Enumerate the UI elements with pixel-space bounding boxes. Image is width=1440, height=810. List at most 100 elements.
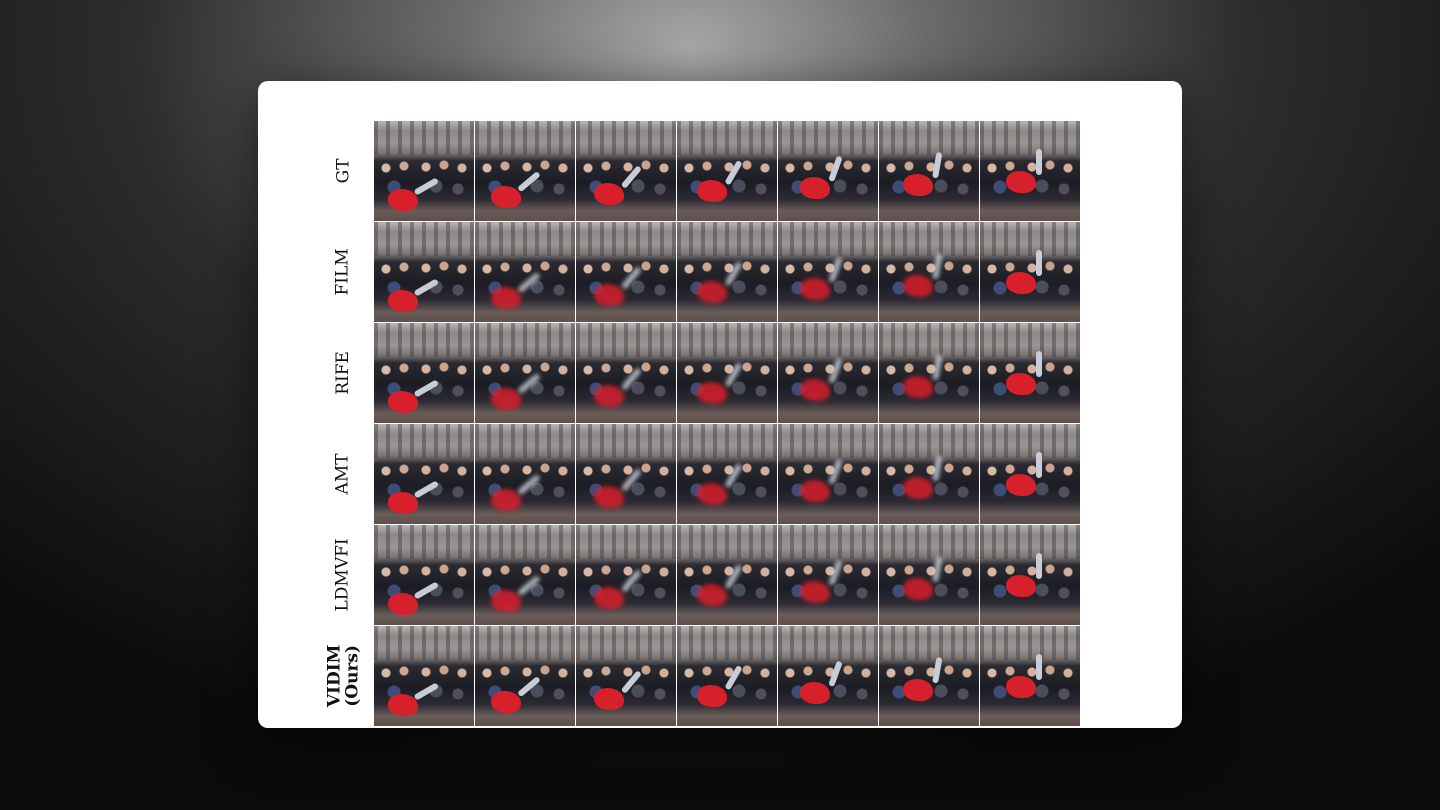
dancer-figure (903, 578, 933, 600)
dancer-leg (413, 581, 440, 600)
row-label: LDMVFI (324, 525, 364, 625)
dancer-figure (491, 186, 521, 208)
dancer-figure (491, 287, 521, 309)
dancer-figure (388, 391, 418, 413)
video-frame (576, 525, 676, 625)
row-label: RIFE (324, 323, 364, 423)
dancer-leg (724, 260, 743, 287)
video-frame (778, 626, 878, 726)
dancer-leg (413, 278, 440, 297)
dancer-leg (620, 266, 643, 290)
dancer-figure (388, 189, 418, 211)
dancer-leg (724, 664, 743, 691)
video-frame (980, 424, 1080, 524)
video-frame (374, 525, 474, 625)
dancer-figure (903, 477, 933, 499)
dancer-leg (620, 569, 643, 593)
row-label: GT (324, 121, 364, 221)
row-label-text: VIDIM (Ours) (324, 644, 362, 708)
dancer-figure (1006, 272, 1036, 294)
dancer-leg (828, 155, 843, 183)
dancer-figure (1006, 373, 1036, 395)
video-frame (879, 222, 979, 322)
dancer-leg (724, 563, 743, 590)
video-frame (879, 626, 979, 726)
dancer-figure (697, 180, 727, 202)
video-frame (374, 626, 474, 726)
video-frame (576, 222, 676, 322)
row-label-text: RIFE (333, 351, 354, 395)
video-frame (778, 121, 878, 221)
video-frame (374, 121, 474, 221)
dancer-leg (517, 675, 541, 698)
video-frame (576, 626, 676, 726)
dancer-leg (517, 271, 541, 294)
dancer-figure (697, 382, 727, 404)
video-frame (677, 424, 777, 524)
dancer-figure (903, 679, 933, 701)
video-frame (677, 222, 777, 322)
video-frame (374, 424, 474, 524)
dancer-figure (1006, 676, 1036, 698)
dancer-leg (517, 372, 541, 395)
dancer-figure (388, 290, 418, 312)
dancer-figure (697, 281, 727, 303)
video-frame (677, 323, 777, 423)
dancer-leg (413, 177, 440, 196)
dancer-figure (594, 486, 624, 508)
dancer-figure (594, 385, 624, 407)
dancer-leg (828, 256, 843, 284)
dancer-leg (413, 480, 440, 499)
row-label-text: AMT (333, 453, 354, 495)
row-label: VIDIM (Ours) (324, 626, 364, 726)
dancer-figure (697, 483, 727, 505)
video-frame (980, 525, 1080, 625)
dancer-leg (413, 379, 440, 398)
dancer-leg (620, 468, 643, 492)
video-frame (778, 323, 878, 423)
dancer-leg (828, 458, 843, 486)
frame-grid (374, 121, 1080, 726)
video-frame (879, 525, 979, 625)
dancer-leg (932, 555, 943, 583)
video-frame (879, 424, 979, 524)
dancer-leg (724, 462, 743, 489)
dancer-figure (491, 691, 521, 713)
dancer-leg (1036, 149, 1042, 175)
video-frame (980, 323, 1080, 423)
video-frame (879, 323, 979, 423)
dancer-leg (1036, 452, 1042, 478)
dancer-leg (1036, 351, 1042, 377)
row-label: FILM (324, 222, 364, 322)
video-frame (576, 424, 676, 524)
dancer-figure (800, 278, 830, 300)
dancer-figure (800, 177, 830, 199)
dancer-figure (800, 480, 830, 502)
dancer-figure (1006, 171, 1036, 193)
dancer-figure (903, 275, 933, 297)
video-frame (475, 626, 575, 726)
video-frame (778, 525, 878, 625)
dancer-leg (1036, 553, 1042, 579)
video-frame (879, 121, 979, 221)
dancer-figure (388, 694, 418, 716)
dancer-leg (1036, 250, 1042, 276)
dancer-leg (932, 353, 943, 381)
dancer-figure (697, 685, 727, 707)
video-frame (677, 626, 777, 726)
dancer-figure (594, 183, 624, 205)
dancer-figure (697, 584, 727, 606)
dancer-figure (594, 284, 624, 306)
dancer-leg (413, 682, 440, 701)
video-frame (576, 323, 676, 423)
row-label-text: GT (333, 158, 354, 184)
video-frame (677, 121, 777, 221)
dancer-leg (724, 159, 743, 186)
video-frame (980, 222, 1080, 322)
video-frame (778, 222, 878, 322)
dancer-figure (1006, 575, 1036, 597)
row-label-text: LDMVFI (333, 538, 354, 612)
dancer-figure (903, 174, 933, 196)
video-frame (475, 222, 575, 322)
dancer-leg (620, 367, 643, 391)
